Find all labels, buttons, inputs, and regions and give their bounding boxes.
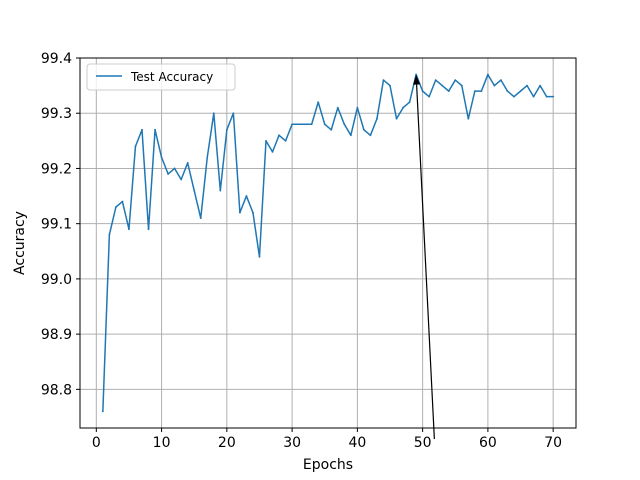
data-point — [206, 156, 209, 159]
data-point — [467, 117, 470, 120]
x-tick-label: 70 — [544, 435, 562, 451]
data-point — [141, 128, 143, 131]
data-point — [121, 200, 124, 203]
y-tick-label: 99.3 — [41, 106, 72, 122]
grid-lines — [80, 57, 576, 428]
data-point — [506, 90, 509, 93]
data-point — [265, 139, 267, 142]
data-point — [447, 90, 450, 93]
data-point — [180, 178, 183, 181]
y-axis-label: Accuracy — [12, 211, 28, 275]
data-point — [402, 106, 404, 109]
data-point — [460, 84, 463, 87]
data-point — [154, 128, 156, 131]
data-point — [271, 150, 274, 153]
data-point — [199, 217, 202, 220]
data-point — [291, 123, 294, 126]
data-point — [493, 84, 496, 87]
data-point — [382, 79, 385, 81]
data-point — [545, 95, 548, 98]
annotation-arrow-shaft — [416, 84, 435, 440]
data-point — [186, 162, 189, 164]
tick-layer: 0 10 20 30 40 50 60 70 98.8 98.9 99.0 99.1 99.2 99.3 9… — [41, 51, 562, 451]
series-layer — [101, 73, 555, 413]
data-point — [323, 123, 326, 126]
data-point — [428, 95, 431, 98]
data-point — [532, 95, 535, 98]
x-tick-label: 30 — [283, 435, 301, 451]
data-point — [500, 79, 502, 81]
data-point — [343, 123, 346, 126]
data-point — [212, 112, 215, 115]
data-point — [225, 128, 228, 131]
data-point — [395, 117, 398, 120]
data-point — [232, 112, 235, 115]
data-point — [376, 117, 378, 120]
y-tick-label: 98.9 — [41, 327, 72, 343]
data-point — [167, 173, 170, 175]
y-tick-label: 99.4 — [41, 51, 72, 67]
data-point — [526, 84, 528, 87]
data-point — [454, 79, 457, 81]
data-point — [349, 134, 352, 137]
data-point — [441, 84, 444, 87]
data-point — [552, 95, 555, 98]
plot-frame — [79, 57, 577, 429]
x-tick-label: 50 — [414, 435, 432, 451]
data-point — [278, 134, 280, 137]
data-point — [486, 73, 489, 76]
legend-box — [86, 63, 236, 91]
data-point — [415, 73, 418, 76]
legend: Test Accuracy — [86, 63, 236, 91]
data-point — [369, 134, 372, 137]
data-point — [408, 101, 411, 104]
data-point — [519, 90, 522, 93]
annotation-arrow-head — [413, 74, 421, 85]
data-point — [160, 156, 163, 159]
data-point — [147, 228, 150, 231]
data-point — [513, 95, 515, 98]
data-point — [304, 123, 307, 126]
data-point — [480, 90, 483, 93]
x-tick-label: 60 — [479, 435, 497, 451]
x-tick-label: 40 — [348, 435, 366, 451]
data-point — [473, 90, 476, 93]
annotation-layer — [413, 74, 435, 440]
data-point — [219, 189, 222, 192]
data-point — [284, 139, 287, 142]
data-point — [362, 128, 365, 131]
y-tick-label: 99.2 — [41, 161, 72, 177]
data-point — [193, 189, 196, 192]
y-tick-label: 99.1 — [41, 217, 72, 233]
y-tick-label: 99.0 — [41, 272, 72, 288]
y-tick-label: 98.8 — [41, 382, 72, 398]
data-point — [389, 84, 391, 87]
data-point — [238, 211, 241, 214]
x-tick-label: 20 — [218, 435, 236, 451]
data-point — [101, 410, 104, 413]
data-point — [330, 128, 333, 131]
data-point — [539, 84, 542, 87]
data-point — [114, 206, 117, 209]
x-tick-label: 0 — [92, 435, 101, 451]
data-point — [173, 167, 176, 170]
data-point — [252, 211, 254, 214]
data-point — [434, 79, 437, 81]
legend-label: Test Accuracy — [130, 70, 213, 84]
data-point — [310, 123, 313, 126]
data-point — [336, 106, 339, 109]
data-point — [108, 233, 111, 236]
data-point — [297, 123, 300, 126]
data-point — [258, 255, 261, 258]
data-point — [356, 106, 359, 109]
x-axis-label: Epochs — [303, 457, 353, 473]
data-point — [317, 101, 320, 104]
series-line-test-accuracy — [102, 73, 554, 412]
data-point — [421, 90, 424, 93]
data-point — [134, 145, 137, 148]
data-point — [245, 195, 248, 197]
x-tick-label: 10 — [153, 435, 171, 451]
data-point — [128, 228, 130, 231]
